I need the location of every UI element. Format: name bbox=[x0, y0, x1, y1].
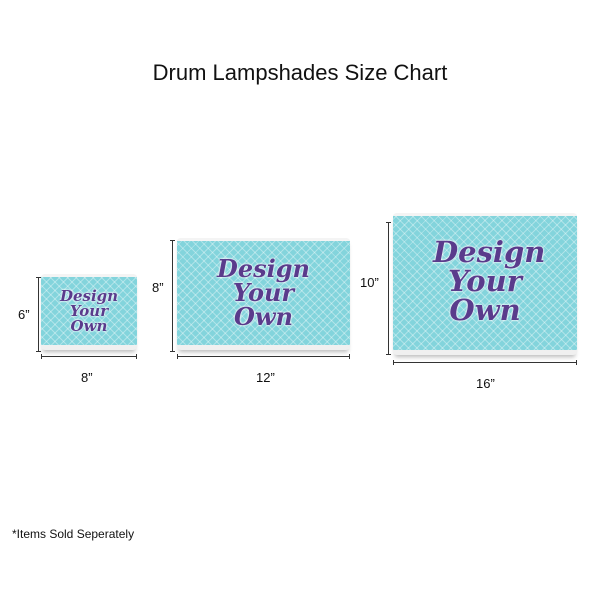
height-label-small: 6” bbox=[18, 307, 30, 322]
chart-title: Drum Lampshades Size Chart bbox=[152, 60, 448, 85]
shade-text: Design Your Own bbox=[59, 287, 119, 335]
lampshade-medium: Design Your Own bbox=[177, 238, 350, 350]
height-line-small bbox=[36, 277, 41, 352]
height-label-large: 10” bbox=[360, 275, 379, 290]
width-line-small bbox=[41, 354, 137, 359]
width-label-small: 8” bbox=[81, 370, 93, 385]
width-label-medium: 12” bbox=[256, 370, 275, 385]
width-label-large: 16” bbox=[476, 376, 495, 391]
lampshade-small: Design Your Own bbox=[41, 274, 137, 350]
shade-text: Design Your Own bbox=[433, 235, 546, 327]
width-line-medium bbox=[177, 354, 350, 359]
footnote: *Items Sold Seperately bbox=[12, 527, 135, 541]
height-line-large bbox=[386, 222, 391, 355]
shade-text: Design Your Own bbox=[217, 254, 310, 331]
lampshade-large: Design Your Own bbox=[393, 213, 577, 355]
width-line-large bbox=[393, 360, 577, 365]
height-label-medium: 8” bbox=[152, 280, 164, 295]
height-line-medium bbox=[170, 240, 175, 352]
